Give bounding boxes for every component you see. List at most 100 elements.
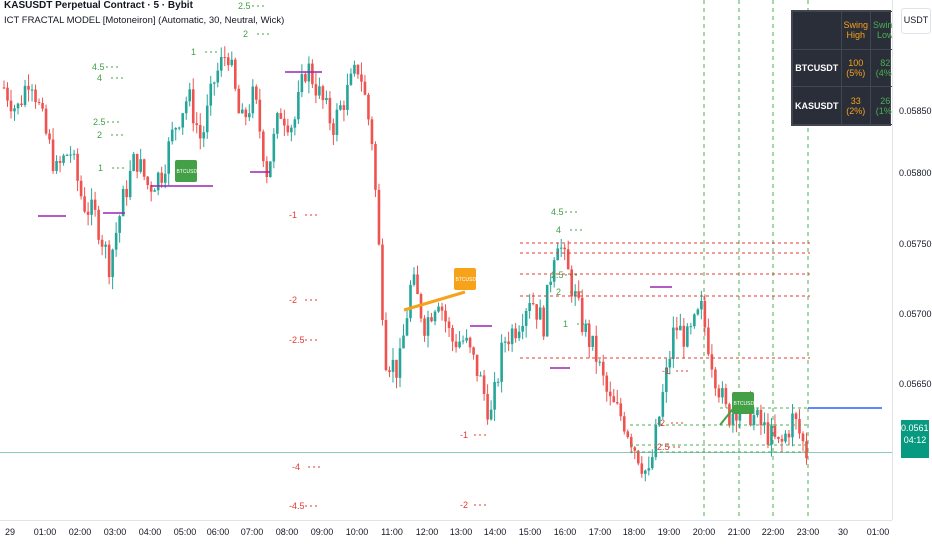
candle-body xyxy=(451,327,454,342)
candle-body xyxy=(233,59,237,89)
candle-body xyxy=(332,123,335,135)
candle-body xyxy=(633,447,637,451)
candle-body xyxy=(377,189,381,245)
fractal-level-label: 4.5 xyxy=(92,62,105,72)
time-axis[interactable]: 29 01:00 02:00 03:00 04:00 05:00 06:00 0… xyxy=(0,520,892,551)
candle-body xyxy=(587,323,591,347)
candle-body xyxy=(128,170,132,198)
candle-body xyxy=(556,248,559,261)
candle-body xyxy=(181,113,185,128)
candle-body xyxy=(135,153,139,172)
smt-marker-label: BTCUSDT xyxy=(734,401,758,407)
candle-body xyxy=(423,318,426,336)
candle-body xyxy=(535,304,538,320)
y-tick: 0.05650 xyxy=(899,379,932,389)
candle-body xyxy=(342,105,346,110)
candle-body xyxy=(717,388,721,398)
smt-marker xyxy=(732,392,754,414)
candle-body xyxy=(468,337,472,348)
bar-countdown: 04:12 xyxy=(903,435,927,445)
candle-body xyxy=(202,132,206,139)
fractal-level-label: -4.5 xyxy=(289,501,305,511)
candle-body xyxy=(41,102,44,109)
fractal-level-label: 2 xyxy=(97,130,102,140)
candle-body xyxy=(447,321,451,328)
candle-body xyxy=(619,403,623,417)
smt-marker-label: BTCUSDT xyxy=(456,277,480,283)
candle-body xyxy=(573,291,577,297)
candle-body xyxy=(486,394,489,420)
candle-body xyxy=(493,381,496,410)
candle-body xyxy=(290,127,293,133)
candle-body xyxy=(86,211,90,215)
x-tick: 11:00 xyxy=(381,527,403,537)
candle-body xyxy=(798,419,801,434)
candle-body xyxy=(83,196,86,212)
candle-body xyxy=(693,314,696,327)
row-high-value: 33 (2%) xyxy=(840,86,872,125)
candle-body xyxy=(777,436,780,439)
currency-unit-button[interactable]: USDT xyxy=(901,8,931,34)
x-tick: 12:00 xyxy=(415,527,439,537)
row-high-value: 100 (5%) xyxy=(840,48,872,88)
y-tick: 0.05750 xyxy=(899,239,932,249)
candle-body xyxy=(759,409,763,426)
x-tick: 07:00 xyxy=(240,527,264,537)
candle-body xyxy=(524,310,528,326)
candle-body xyxy=(209,83,213,106)
candle-body xyxy=(65,154,69,156)
candle-body xyxy=(598,361,602,363)
fractal-level-label: 4.5 xyxy=(551,207,564,217)
candle-body xyxy=(104,244,107,247)
smt-marker xyxy=(175,160,197,182)
candle-body xyxy=(559,247,563,249)
candle-body xyxy=(100,239,104,247)
candle-body xyxy=(93,199,97,210)
fractal-level-label: -2 xyxy=(657,418,665,428)
candle-body xyxy=(79,180,83,197)
candle-body xyxy=(430,317,433,322)
candle-body xyxy=(647,468,651,471)
candle-body xyxy=(318,86,321,96)
fractal-level-label: 4 xyxy=(556,225,561,235)
candle-body xyxy=(16,103,20,109)
candle-body xyxy=(226,57,230,66)
candle-body xyxy=(654,425,658,458)
x-tick: 20:00 xyxy=(692,527,716,537)
indicator-legend[interactable]: ICT FRACTAL MODEL [Motoneiron] (Automati… xyxy=(4,15,285,26)
candle-body xyxy=(335,109,339,135)
x-tick: 02:00 xyxy=(68,527,92,537)
candle-body xyxy=(269,161,272,178)
candle-body xyxy=(244,109,248,118)
candle-body xyxy=(752,415,756,426)
candle-body xyxy=(552,260,556,282)
candle-body xyxy=(44,108,48,134)
candle-body xyxy=(686,326,689,347)
candle-body xyxy=(612,396,616,403)
candle-body xyxy=(363,81,367,95)
fractal-level-label: -2 xyxy=(460,500,468,510)
x-tick: 23:00 xyxy=(796,527,820,537)
candle-body xyxy=(696,309,700,315)
fractal-level-label: 1 xyxy=(191,47,196,57)
chart-title: KASUSDT Perpetual Contract · 5 · Bybit xyxy=(4,0,193,11)
candle-body xyxy=(521,325,524,332)
candle-body xyxy=(416,274,419,295)
candle-body xyxy=(679,325,682,331)
candle-body xyxy=(580,297,584,332)
candle-body xyxy=(184,101,188,114)
candle-body xyxy=(139,159,142,172)
candle-body xyxy=(426,317,430,336)
candle-body xyxy=(121,188,125,217)
candle-body xyxy=(174,128,178,130)
candle-body xyxy=(388,370,391,372)
candle-body xyxy=(496,381,500,383)
candle-body xyxy=(248,113,251,118)
candle-body xyxy=(710,354,714,370)
smt-divergence-line xyxy=(403,290,466,312)
fractal-level-label: 2.5 xyxy=(93,117,106,127)
candle-body xyxy=(167,141,171,174)
candle-body xyxy=(325,97,328,101)
x-tick: 10:00 xyxy=(345,527,369,537)
